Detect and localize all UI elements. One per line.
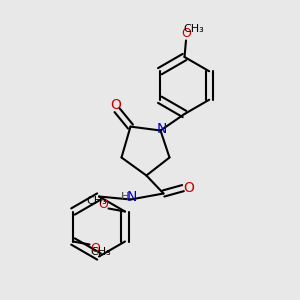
- Text: N: N: [157, 122, 167, 136]
- Text: O: O: [98, 198, 108, 212]
- Text: O: O: [110, 98, 121, 112]
- Text: N: N: [127, 190, 137, 204]
- Text: CH₃: CH₃: [183, 24, 204, 34]
- Text: O: O: [183, 181, 194, 194]
- Text: H: H: [121, 192, 129, 202]
- Text: O: O: [90, 242, 100, 255]
- Text: O: O: [181, 27, 191, 40]
- Text: CH₃: CH₃: [87, 196, 107, 206]
- Text: CH₃: CH₃: [91, 247, 111, 257]
